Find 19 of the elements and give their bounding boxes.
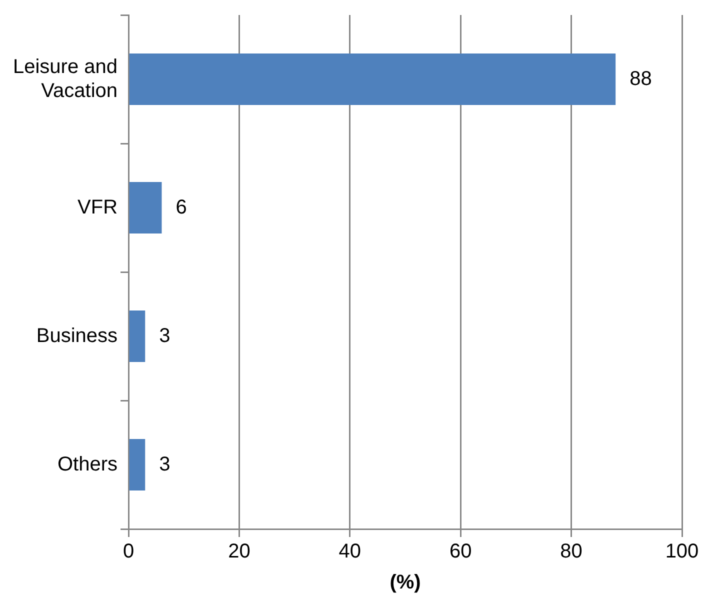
x-tick-label: 60 bbox=[449, 540, 472, 563]
data-label: 3 bbox=[159, 324, 170, 347]
bar bbox=[129, 54, 616, 105]
x-tick-label: 20 bbox=[228, 540, 250, 563]
bar bbox=[129, 439, 146, 490]
data-label: 6 bbox=[176, 196, 187, 218]
y-tick-label: Others bbox=[57, 453, 118, 476]
x-tick-label: 0 bbox=[122, 540, 134, 563]
y-tick-label: Leisure and Vacation bbox=[12, 56, 118, 102]
y-tick-label: Business bbox=[36, 324, 118, 347]
bar bbox=[129, 310, 146, 362]
data-label: 88 bbox=[630, 68, 652, 90]
bar bbox=[129, 182, 162, 234]
x-tick-label: 80 bbox=[560, 540, 582, 563]
data-label: 3 bbox=[159, 453, 170, 476]
y-tick-label: VFR bbox=[78, 196, 118, 218]
x-axis-title: (%) bbox=[390, 572, 421, 594]
x-tick-label: 100 bbox=[665, 540, 699, 563]
x-tick-label: 40 bbox=[338, 540, 362, 563]
